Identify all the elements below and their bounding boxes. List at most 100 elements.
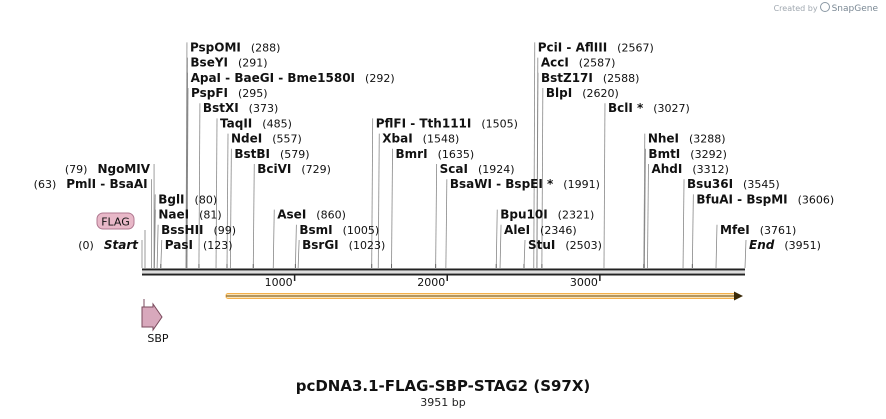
feature-sbp: SBP [141, 299, 169, 345]
leader-stui [523, 239, 526, 269]
site-pasi: PasI (123) [165, 238, 233, 252]
site-stui: StuI (2503) [528, 238, 602, 252]
site-name: BstZ17I [541, 71, 593, 85]
site-name: PmlI - BsaAI [66, 177, 147, 191]
site-bstbi: BstBI (579) [234, 147, 309, 161]
site-position: (3312) [692, 163, 729, 176]
leader-bgli [153, 194, 156, 269]
site-position: (2346) [540, 224, 577, 237]
credit-text: Created by [773, 4, 818, 13]
site-name: StuI [528, 238, 555, 252]
site-name: PasI [165, 238, 193, 252]
site-bseyi: BseYI (291) [190, 56, 267, 70]
leader-alei [499, 224, 502, 269]
site-position: (292) [365, 72, 395, 85]
leader-bseyi [186, 57, 188, 269]
site-bmri: BmrI (1635) [396, 147, 475, 161]
site-position: (729) [301, 163, 331, 176]
site-position: (288) [251, 41, 281, 54]
site-position: (2587) [579, 57, 616, 70]
site-name: BsrGI [302, 238, 339, 252]
site-asei: AseI (860) [277, 208, 346, 222]
site-position: (1991) [563, 178, 600, 191]
site-position: (3292) [690, 148, 727, 161]
site-end: End (3951) [749, 238, 821, 252]
site-name: BmrI [396, 147, 428, 161]
leader-bcivi [252, 163, 255, 269]
site-name: AccI [541, 56, 569, 70]
site-apai-baegi-bme1580i: ApaI - BaeGI - Bme1580I (292) [191, 71, 395, 85]
site-position: (3027) [653, 102, 690, 115]
site-name: Start [104, 238, 139, 252]
site-name: PciI - AflIII [538, 40, 607, 54]
ruler-tick-label-1: 2000 [417, 276, 445, 289]
site-name: Bsu36I [687, 177, 733, 191]
site-position: (0) [78, 239, 94, 252]
site-name: BfuAI - BspMI [696, 192, 787, 206]
site-bgli: BglI (80) [158, 192, 217, 206]
feature-flag: FLAG [96, 212, 146, 268]
ruler-tick-label-0: 1000 [265, 276, 293, 289]
site-name: BclI * [608, 101, 644, 115]
site-bsawi-bspei: BsaWI - BspEI * (1991) [450, 177, 600, 191]
leader-bstbi [229, 148, 232, 269]
plasmid-length: 3951 bp [420, 396, 466, 409]
site-bsmi: BsmI (1005) [299, 223, 379, 237]
site-position: (2503) [565, 239, 602, 252]
site-name: NheI [648, 132, 679, 146]
leader-bcli [603, 103, 606, 269]
site-ndei: NdeI (557) [231, 132, 302, 146]
site-bpu10i: Bpu10I (2321) [500, 208, 594, 222]
site-taqii: TaqII (485) [220, 116, 292, 130]
site-position: (1924) [478, 163, 515, 176]
site-name: Bpu10I [500, 208, 547, 222]
site-position: (3288) [689, 133, 726, 146]
site-position: (3951) [784, 239, 821, 252]
site-name: PspFI [191, 86, 228, 100]
leader-bsawi-bspei [445, 179, 448, 269]
site-labels: Start (0) PmlI - BsaAI (63) NgoMIV (79) PasI (1… [34, 40, 835, 252]
site-name: PflFI - Tth111I [376, 116, 472, 130]
site-bstz17i: BstZ17I (2588) [541, 71, 639, 85]
leader-end [744, 239, 747, 269]
site-scai: ScaI (1924) [440, 162, 515, 176]
feature-sbp-label: SBP [147, 332, 169, 345]
site-position: (557) [272, 133, 302, 146]
site-bfuai-bspmi: BfuAI - BspMI (3606) [696, 192, 834, 206]
site-nhei: NheI (3288) [648, 132, 726, 146]
site-pspomi: PspOMI (288) [190, 40, 281, 54]
site-bcivi: BciVI (729) [257, 162, 331, 176]
site-position: (860) [316, 209, 346, 222]
site-bstxi: BstXI (373) [203, 101, 278, 115]
site-name: MfeI [720, 223, 750, 237]
ruler-tick-label-2: 3000 [570, 276, 598, 289]
site-position: (485) [262, 117, 292, 130]
snapgene-logo-icon [819, 2, 830, 12]
site-name: AleI [504, 223, 530, 237]
leader-pasi [160, 239, 163, 269]
site-position: (3606) [798, 193, 835, 206]
leader-taqii [215, 118, 218, 269]
leader-bmti [644, 148, 646, 269]
site-position: (291) [238, 57, 268, 70]
site-name: BciVI [257, 162, 291, 176]
site-position: (99) [214, 224, 237, 237]
leader-bsrgi [297, 239, 300, 269]
site-alei: AleI (2346) [504, 223, 577, 237]
site-pspfi: PspFI (295) [191, 86, 268, 100]
site-position: (63) [34, 178, 57, 191]
site-name: BsaWI - BspEI * [450, 177, 554, 191]
orf-arrow [225, 291, 743, 301]
credit-brand: SnapGene [831, 4, 878, 14]
feature-flag-label: FLAG [101, 216, 130, 229]
leader-pcii-afliii [533, 42, 536, 269]
site-position: (79) [65, 163, 88, 176]
site-ngomiv: NgoMIV (79) [65, 162, 151, 176]
site-position: (295) [238, 87, 268, 100]
leader-bsmi [294, 224, 297, 269]
site-position: (3545) [743, 178, 780, 191]
site-name: ApaI - BaeGI - Bme1580I [191, 71, 355, 85]
site-pcii-afliii: PciI - AflIII (2567) [538, 40, 654, 54]
site-position: (373) [249, 102, 279, 115]
